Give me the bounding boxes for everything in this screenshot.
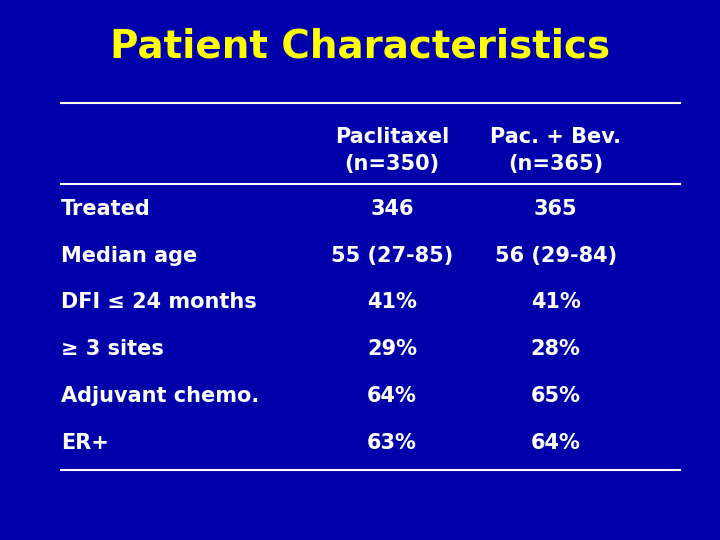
Text: 29%: 29% (367, 339, 417, 359)
Text: Pac. + Bev.
(n=365): Pac. + Bev. (n=365) (490, 127, 621, 173)
Text: 65%: 65% (531, 386, 581, 406)
Text: 56 (29-84): 56 (29-84) (495, 246, 617, 266)
Text: 365: 365 (534, 199, 577, 219)
Text: 346: 346 (370, 199, 414, 219)
Text: 41%: 41% (367, 293, 417, 313)
Text: 64%: 64% (367, 386, 417, 406)
Text: 28%: 28% (531, 339, 580, 359)
Text: Treated: Treated (61, 199, 151, 219)
Text: Patient Characteristics: Patient Characteristics (110, 28, 610, 66)
Text: 63%: 63% (367, 433, 417, 453)
Text: Adjuvant chemo.: Adjuvant chemo. (61, 386, 259, 406)
Text: Paclitaxel
(n=350): Paclitaxel (n=350) (335, 127, 449, 173)
Text: 55 (27-85): 55 (27-85) (331, 246, 453, 266)
Text: ≥ 3 sites: ≥ 3 sites (61, 339, 164, 359)
Text: Median age: Median age (61, 246, 197, 266)
Text: 41%: 41% (531, 293, 580, 313)
Text: DFI ≤ 24 months: DFI ≤ 24 months (61, 293, 257, 313)
Text: ER+: ER+ (61, 433, 109, 453)
Text: 64%: 64% (531, 433, 580, 453)
